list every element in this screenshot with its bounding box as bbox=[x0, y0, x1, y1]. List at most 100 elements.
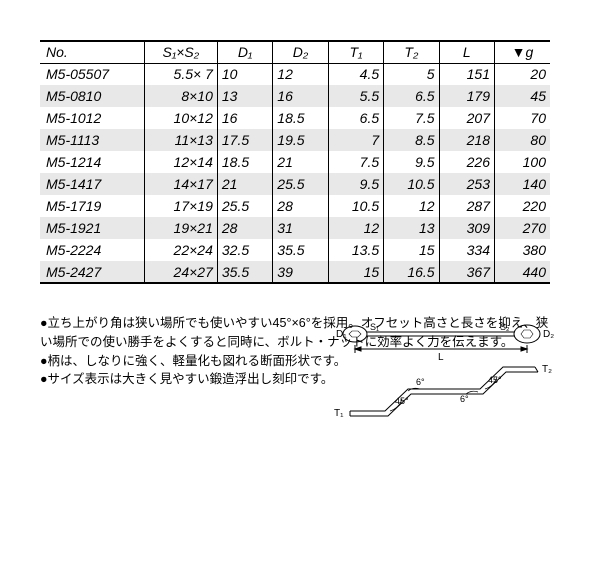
cell-t1: 4.5 bbox=[328, 63, 383, 85]
cell-d1: 16 bbox=[217, 107, 272, 129]
cell-t2: 12 bbox=[384, 195, 439, 217]
cell-no: M5-1719 bbox=[40, 195, 144, 217]
cell-l: 253 bbox=[439, 173, 494, 195]
cell-no: M5-05507 bbox=[40, 63, 144, 85]
diagram-area: D₁ S₁ S₂ D₂ L T₁ T₂ 45° 6° 45° 6° bbox=[40, 319, 570, 429]
cell-no: M5-2224 bbox=[40, 239, 144, 261]
cell-d1: 17.5 bbox=[217, 129, 272, 151]
spec-table: No. S₁×S₂ D₁ D₂ T₁ T₂ L ▼g M5-055075.5× … bbox=[40, 40, 550, 284]
table-row: M5-101210×121618.56.57.520770 bbox=[40, 107, 550, 129]
cell-t2: 16.5 bbox=[384, 261, 439, 283]
cell-t2: 7.5 bbox=[384, 107, 439, 129]
lbl-s1: S₁ bbox=[370, 322, 379, 332]
cell-no: M5-1921 bbox=[40, 217, 144, 239]
cell-t2: 9.5 bbox=[384, 151, 439, 173]
cell-t2: 5 bbox=[384, 63, 439, 85]
cell-t1: 7.5 bbox=[328, 151, 383, 173]
col-d1: D₁ bbox=[217, 41, 272, 63]
cell-d2: 39 bbox=[273, 261, 328, 283]
cell-l: 367 bbox=[439, 261, 494, 283]
cell-s: 19×21 bbox=[144, 217, 217, 239]
cell-t2: 8.5 bbox=[384, 129, 439, 151]
wrench-diagram: D₁ S₁ S₂ D₂ L T₁ T₂ 45° 6° 45° 6° bbox=[330, 319, 560, 419]
cell-d2: 19.5 bbox=[273, 129, 328, 151]
cell-l: 334 bbox=[439, 239, 494, 261]
cell-s: 11×13 bbox=[144, 129, 217, 151]
cell-s: 17×19 bbox=[144, 195, 217, 217]
cell-d2: 25.5 bbox=[273, 173, 328, 195]
lbl-d2: D₂ bbox=[543, 329, 554, 340]
cell-d1: 21 bbox=[217, 173, 272, 195]
lbl-t2: T₂ bbox=[542, 364, 552, 375]
col-d2: D₂ bbox=[273, 41, 328, 63]
table-row: M5-192119×2128311213309270 bbox=[40, 217, 550, 239]
cell-g: 80 bbox=[494, 129, 550, 151]
cell-t1: 6.5 bbox=[328, 107, 383, 129]
cell-l: 287 bbox=[439, 195, 494, 217]
cell-no: M5-2427 bbox=[40, 261, 144, 283]
cell-s: 5.5× 7 bbox=[144, 63, 217, 85]
cell-s: 24×27 bbox=[144, 261, 217, 283]
cell-g: 380 bbox=[494, 239, 550, 261]
col-t2: T₂ bbox=[384, 41, 439, 63]
cell-t1: 10.5 bbox=[328, 195, 383, 217]
col-s: S₁×S₂ bbox=[144, 41, 217, 63]
cell-no: M5-1113 bbox=[40, 129, 144, 151]
cell-t2: 15 bbox=[384, 239, 439, 261]
lbl-t1: T₁ bbox=[334, 408, 344, 419]
col-no: No. bbox=[40, 41, 144, 63]
cell-l: 207 bbox=[439, 107, 494, 129]
cell-d2: 16 bbox=[273, 85, 328, 107]
cell-g: 70 bbox=[494, 107, 550, 129]
cell-d2: 28 bbox=[273, 195, 328, 217]
col-l: L bbox=[439, 41, 494, 63]
cell-t1: 13.5 bbox=[328, 239, 383, 261]
lbl-6b: 6° bbox=[460, 394, 469, 404]
cell-d1: 13 bbox=[217, 85, 272, 107]
cell-l: 309 bbox=[439, 217, 494, 239]
cell-g: 100 bbox=[494, 151, 550, 173]
cell-no: M5-1214 bbox=[40, 151, 144, 173]
table-row: M5-055075.5× 710124.5515120 bbox=[40, 63, 550, 85]
cell-s: 14×17 bbox=[144, 173, 217, 195]
cell-d1: 28 bbox=[217, 217, 272, 239]
cell-l: 151 bbox=[439, 63, 494, 85]
lbl-d1: D₁ bbox=[336, 329, 347, 340]
cell-d1: 18.5 bbox=[217, 151, 272, 173]
spec-table-body: M5-055075.5× 710124.5515120M5-08108×1013… bbox=[40, 63, 550, 283]
cell-g: 220 bbox=[494, 195, 550, 217]
cell-no: M5-1012 bbox=[40, 107, 144, 129]
table-row: M5-171917×1925.52810.512287220 bbox=[40, 195, 550, 217]
cell-d1: 35.5 bbox=[217, 261, 272, 283]
cell-d2: 12 bbox=[273, 63, 328, 85]
table-row: M5-141714×172125.59.510.5253140 bbox=[40, 173, 550, 195]
table-row: M5-08108×1013165.56.517945 bbox=[40, 85, 550, 107]
cell-g: 440 bbox=[494, 261, 550, 283]
cell-g: 140 bbox=[494, 173, 550, 195]
cell-d2: 18.5 bbox=[273, 107, 328, 129]
cell-g: 270 bbox=[494, 217, 550, 239]
col-g: ▼g bbox=[494, 41, 550, 63]
cell-s: 8×10 bbox=[144, 85, 217, 107]
cell-t1: 15 bbox=[328, 261, 383, 283]
table-row: M5-121412×1418.5217.59.5226100 bbox=[40, 151, 550, 173]
cell-t2: 10.5 bbox=[384, 173, 439, 195]
cell-t1: 5.5 bbox=[328, 85, 383, 107]
cell-d1: 25.5 bbox=[217, 195, 272, 217]
cell-d2: 21 bbox=[273, 151, 328, 173]
table-row: M5-242724×2735.5391516.5367440 bbox=[40, 261, 550, 283]
table-header-row: No. S₁×S₂ D₁ D₂ T₁ T₂ L ▼g bbox=[40, 41, 550, 63]
cell-s: 10×12 bbox=[144, 107, 217, 129]
cell-s: 22×24 bbox=[144, 239, 217, 261]
lbl-l: L bbox=[438, 352, 444, 363]
table-row: M5-111311×1317.519.578.521880 bbox=[40, 129, 550, 151]
cell-t2: 13 bbox=[384, 217, 439, 239]
lbl-45a: 45° bbox=[395, 396, 409, 406]
cell-d2: 35.5 bbox=[273, 239, 328, 261]
table-row: M5-222422×2432.535.513.515334380 bbox=[40, 239, 550, 261]
cell-l: 179 bbox=[439, 85, 494, 107]
cell-l: 226 bbox=[439, 151, 494, 173]
cell-d1: 32.5 bbox=[217, 239, 272, 261]
lbl-45b: 45° bbox=[488, 375, 502, 385]
cell-t1: 12 bbox=[328, 217, 383, 239]
